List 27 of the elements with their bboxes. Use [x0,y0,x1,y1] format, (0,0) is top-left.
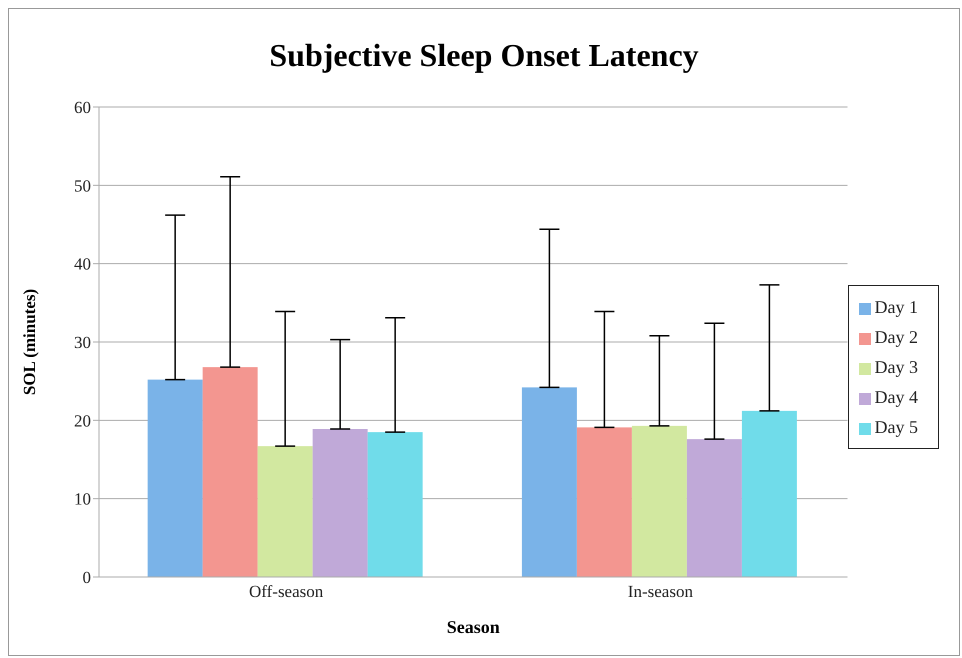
bar [742,410,797,577]
x-tick-label: Off-season [248,582,324,602]
bar [576,427,632,577]
y-tick-label: 10 [74,490,91,509]
legend-label: Day 1 [874,297,918,317]
bar [686,439,742,577]
legend-label: Day 2 [874,327,918,347]
legend-label: Day 4 [874,387,918,407]
bar [258,446,313,577]
y-tick-label: 40 [74,254,91,274]
y-tick-label: 20 [74,411,91,430]
bar [632,426,687,577]
bar [522,387,577,577]
x-axis-title: Season [446,617,500,637]
legend-label: Day 3 [874,357,918,377]
y-tick-label: 60 [74,98,91,118]
bar [368,432,423,577]
y-axis-title: SOL (minutes) [20,288,40,396]
y-tick-label: 30 [74,333,91,352]
chart-title: Subjective Sleep Onset Latency [268,36,700,75]
bar [202,367,258,577]
y-tick-label: 0 [82,568,91,588]
legend-label: Day 5 [874,417,918,437]
y-tick-label: 50 [74,176,91,196]
bar [312,428,368,577]
x-tick-label: In-season [628,582,694,602]
bar [148,380,203,577]
